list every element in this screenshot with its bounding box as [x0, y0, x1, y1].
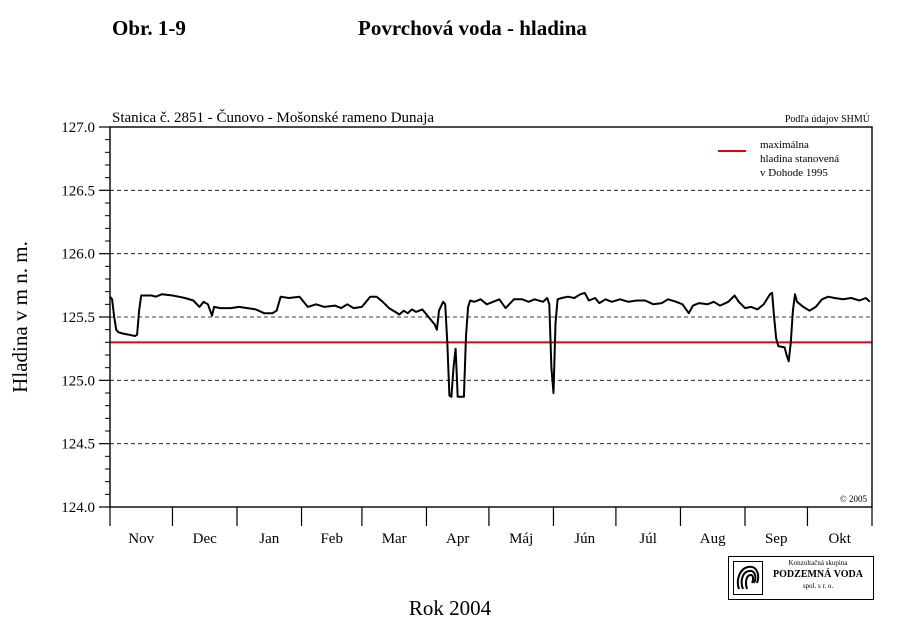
y-tick-label: 125.0	[61, 373, 95, 389]
legend: maximálna hladina stanovená v Dohode 199…	[718, 139, 839, 179]
x-tick-label: Mar	[382, 531, 407, 547]
logo-mark-icon	[733, 561, 763, 595]
x-tick-label: Máj	[509, 531, 533, 547]
y-tick-label: 125.5	[61, 310, 95, 326]
page-title: Povrchová voda - hladina	[358, 16, 587, 40]
legend-label-1: maximálna	[760, 139, 809, 151]
y-tick-label: 127.0	[61, 120, 95, 136]
x-tick-label: Okt	[828, 531, 851, 547]
x-tick-label: Aug	[700, 531, 726, 547]
legend-label-2: hladina stanovená	[760, 153, 839, 165]
y-tick-label: 124.5	[61, 437, 95, 453]
y-tick-label: 124.0	[61, 500, 95, 516]
series-layer	[109, 291, 871, 398]
logo-line-2: PODZEMNÁ VODA	[773, 569, 863, 580]
x-tick-label: Jún	[574, 531, 595, 547]
x-tick-label: Sep	[765, 531, 788, 547]
x-tick-label: Júl	[639, 531, 657, 547]
x-tick-label: Apr	[446, 531, 469, 547]
legend-label-3: v Dohode 1995	[760, 167, 828, 179]
figure-label: Obr. 1-9	[112, 16, 186, 40]
axis-ticks	[99, 126, 873, 526]
series-line-hladina	[109, 291, 871, 398]
x-tick-label: Nov	[128, 531, 154, 547]
logo-line-1: Konzultačná skupina	[788, 559, 848, 567]
gridlines	[110, 189, 872, 445]
axis-labels: 124.0 124.5 125.0 125.5 126.0 126.5 127.0 Nov De…	[61, 120, 852, 547]
chart-title: Stanica č. 2851 - Čunovo - Mošonské rame…	[112, 109, 434, 126]
x-axis-title: Rok 2004	[408, 596, 492, 620]
copyright-note: © 2005	[840, 494, 868, 504]
source-note: Podľa údajov SHMÚ	[785, 113, 871, 125]
y-tick-label: 126.0	[61, 247, 95, 263]
x-tick-label: Dec	[193, 531, 217, 547]
x-tick-label: Jan	[259, 531, 279, 547]
company-logo: Konzultačná skupina PODZEMNÁ VODA spol. …	[728, 556, 874, 600]
plot-frame	[109, 126, 873, 508]
x-tick-label: Feb	[320, 531, 343, 547]
y-tick-label: 126.5	[61, 183, 95, 199]
y-axis-title: Hladina v m n. m.	[8, 241, 32, 393]
logo-line-3: spol. s r. o.	[802, 582, 834, 590]
